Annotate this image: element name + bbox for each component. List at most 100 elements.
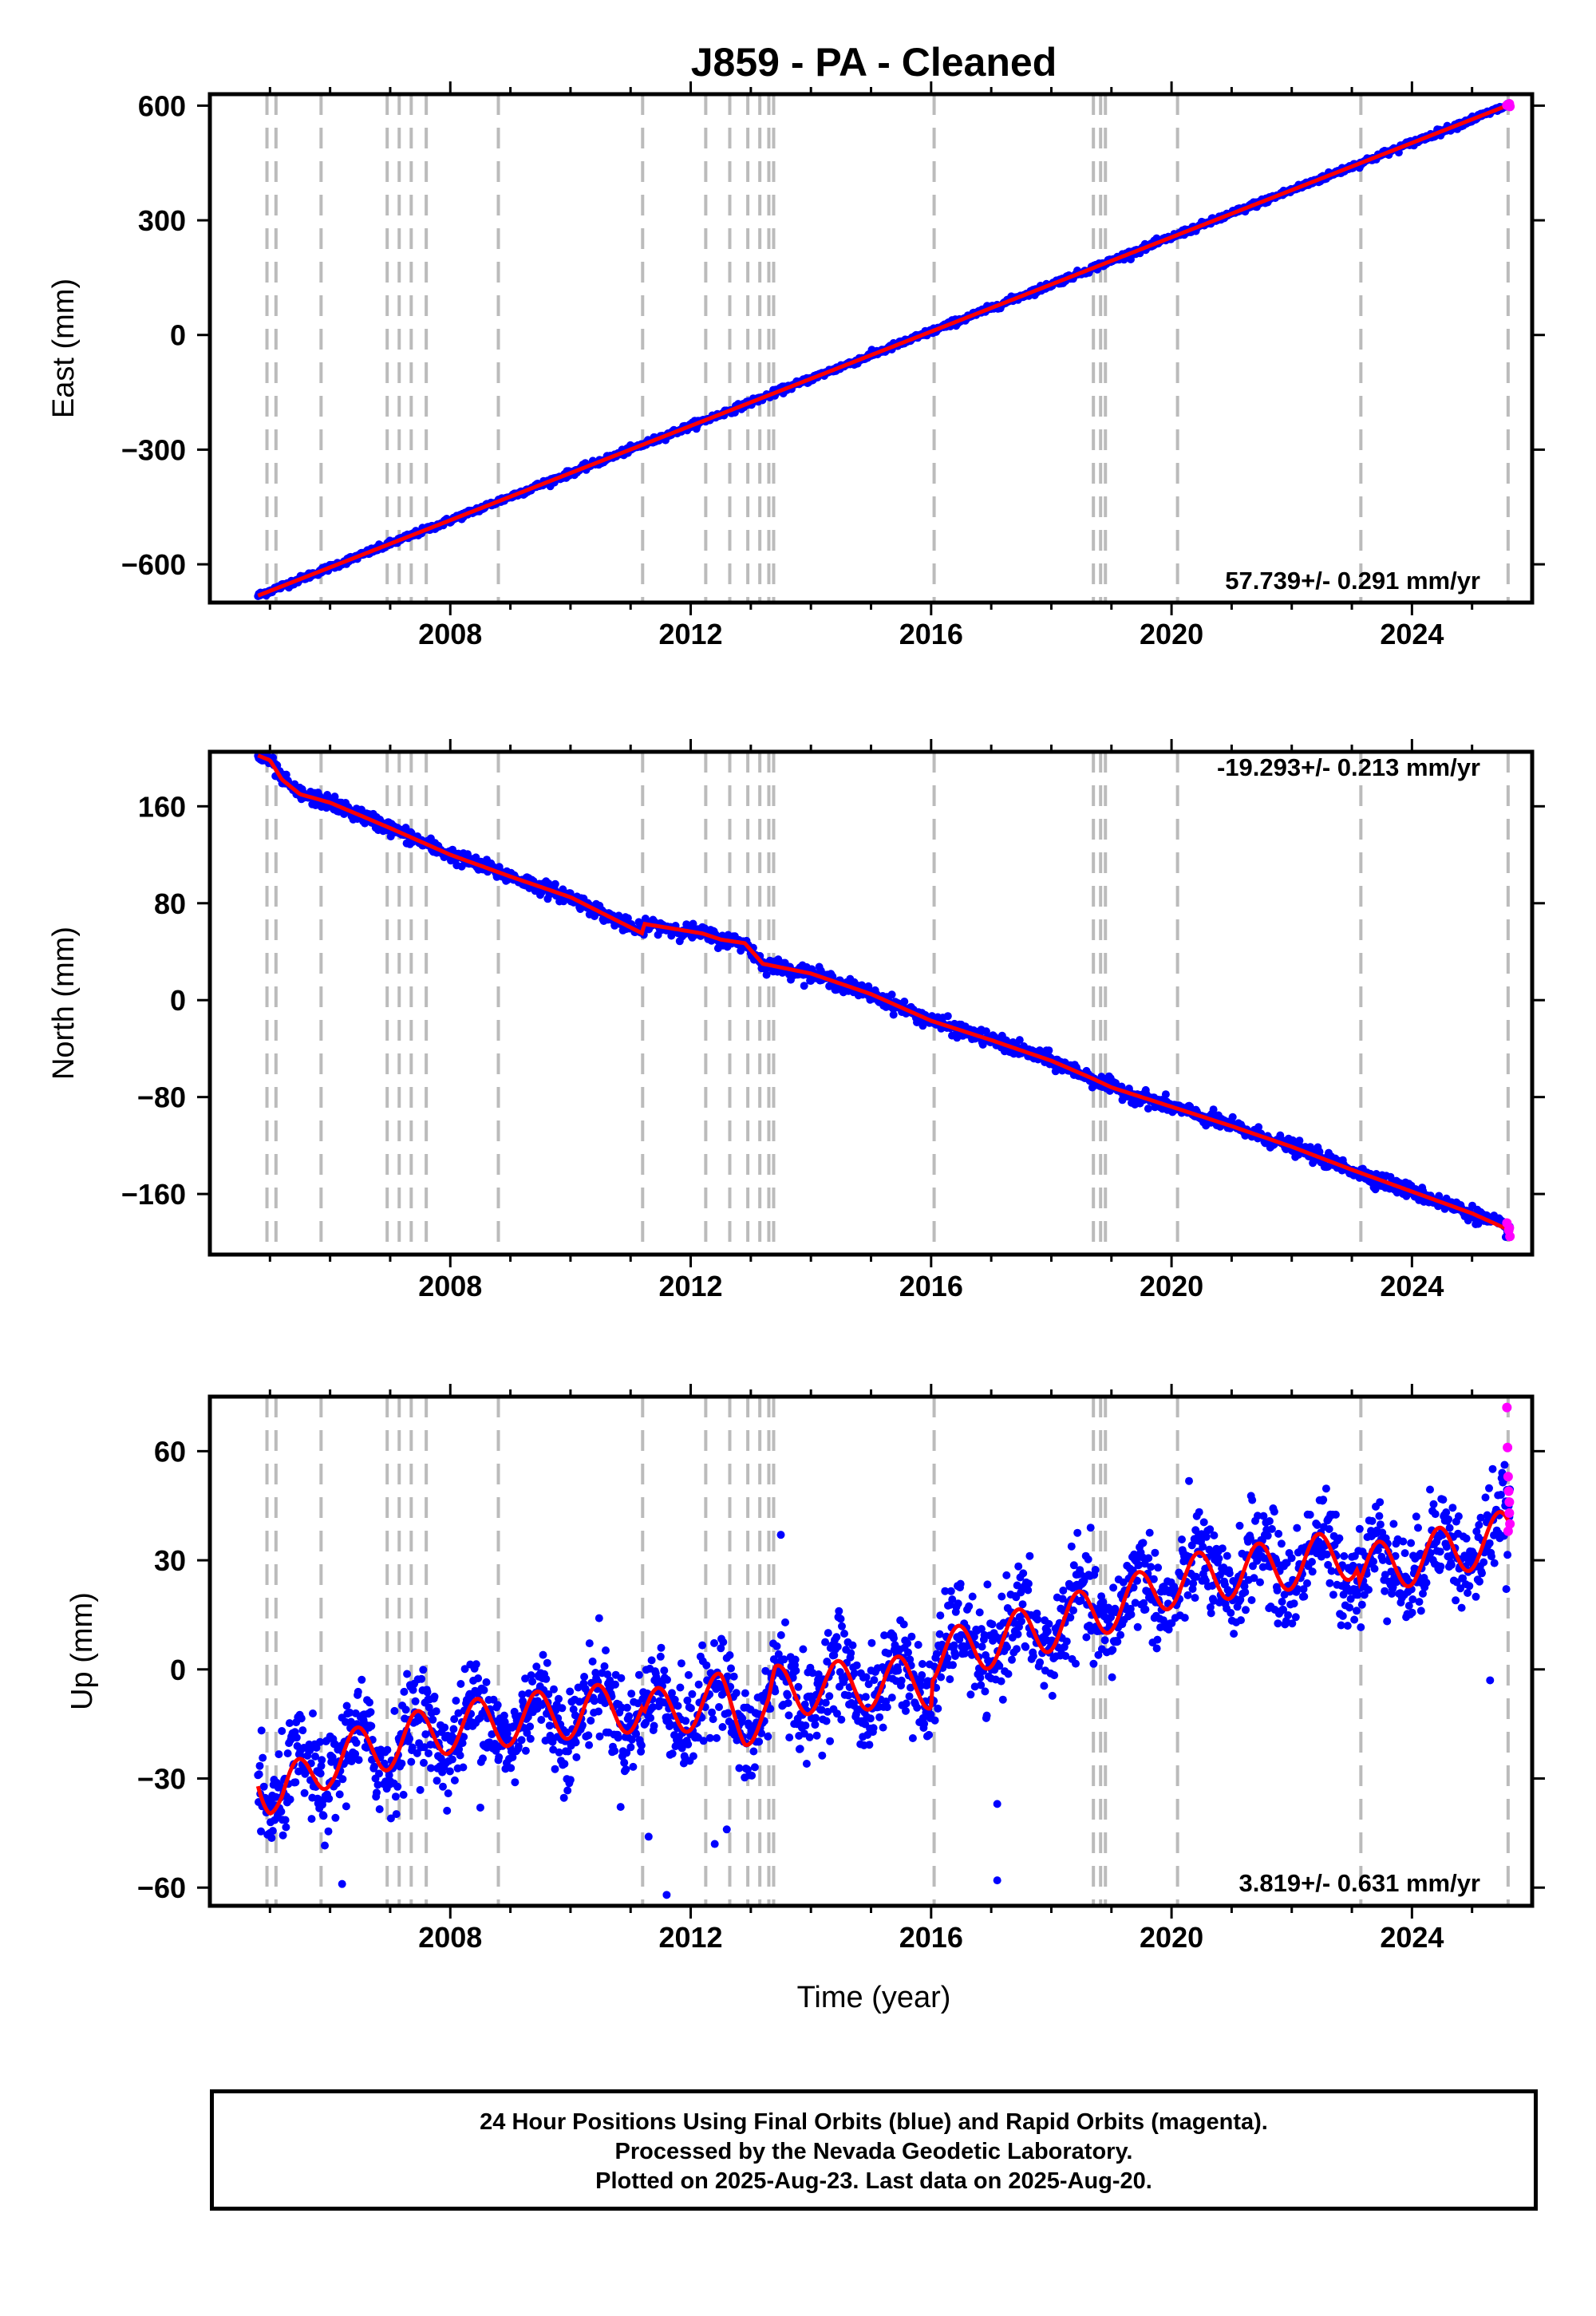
data-point (1294, 1585, 1302, 1594)
final-orbit-points (254, 752, 1515, 1241)
data-point (821, 1638, 830, 1646)
data-point (861, 1693, 870, 1701)
data-point (332, 1779, 341, 1788)
data-point (292, 1733, 301, 1742)
data-point (725, 1651, 734, 1659)
data-point (997, 1677, 1005, 1686)
data-point (517, 1736, 526, 1745)
data-point (518, 1690, 527, 1699)
data-point (1218, 1544, 1227, 1553)
data-point (1227, 1609, 1235, 1617)
data-point (563, 1786, 572, 1795)
data-point (1199, 1518, 1208, 1527)
data-point (279, 1831, 287, 1840)
data-point (338, 1775, 347, 1784)
data-point (785, 1733, 794, 1742)
data-point (365, 1698, 373, 1707)
data-point (551, 879, 559, 888)
data-point (663, 1675, 671, 1684)
data-point (757, 1729, 766, 1737)
data-point (558, 1704, 567, 1713)
data-point (699, 1737, 708, 1745)
data-point (925, 1730, 934, 1739)
data-point (1293, 1524, 1302, 1532)
data-point (1274, 1619, 1282, 1628)
data-point (698, 1641, 707, 1650)
data-point (1029, 1652, 1037, 1661)
data-point (433, 1777, 441, 1785)
data-point (766, 1705, 775, 1713)
data-point (1282, 1559, 1291, 1567)
data-point (392, 1810, 401, 1819)
rapid-point (1505, 101, 1515, 112)
data-point (411, 1697, 420, 1705)
data-point (718, 1723, 727, 1731)
data-point (595, 1707, 602, 1716)
data-point (544, 1690, 553, 1698)
data-point (514, 1742, 523, 1751)
data-point (894, 1666, 903, 1675)
data-point (870, 1676, 879, 1685)
data-point (1003, 1643, 1011, 1652)
data-point (784, 1699, 792, 1707)
data-point (1230, 1630, 1238, 1638)
data-point (423, 1688, 432, 1697)
y-axis-label: North (mm) (47, 927, 81, 1080)
data-point (1267, 1524, 1276, 1533)
data-point (677, 1659, 685, 1668)
data-point (1025, 1551, 1034, 1560)
data-point (354, 1687, 362, 1696)
data-point (823, 1658, 832, 1666)
data-point (585, 1639, 594, 1648)
data-point (1043, 1627, 1052, 1636)
data-point (875, 1713, 884, 1721)
data-point (998, 1695, 1007, 1704)
data-point (702, 1661, 711, 1670)
data-point (1180, 1614, 1189, 1622)
data-point (982, 1027, 990, 1036)
data-point (602, 1646, 610, 1654)
data-point (1206, 1603, 1215, 1611)
data-point (719, 1638, 728, 1646)
data-point (847, 1649, 855, 1658)
data-point (708, 1708, 717, 1717)
y-tick-label: −600 (121, 548, 186, 581)
data-point (507, 1764, 516, 1773)
data-point (686, 1704, 695, 1713)
data-point (283, 1749, 292, 1757)
data-point (528, 1678, 537, 1686)
data-point (812, 1713, 820, 1722)
data-point (670, 1695, 679, 1704)
data-point (257, 1726, 266, 1735)
data-point (943, 1654, 952, 1662)
data-point (595, 1614, 603, 1622)
data-point (459, 1763, 468, 1772)
data-point (386, 1814, 395, 1823)
data-point (408, 1743, 417, 1752)
rapid-orbit-points (1502, 1218, 1515, 1242)
data-point (1195, 1508, 1203, 1516)
data-point (920, 1719, 929, 1728)
data-point (1277, 1539, 1286, 1548)
data-point (1161, 1090, 1170, 1099)
data-point (1082, 1633, 1091, 1642)
data-point (957, 1630, 966, 1639)
data-point (792, 1666, 800, 1675)
data-point (1033, 1615, 1042, 1624)
data-point (362, 1743, 371, 1752)
data-point (430, 1692, 439, 1701)
data-point (903, 1639, 912, 1648)
data-point (549, 1745, 558, 1754)
data-point (397, 1759, 406, 1768)
data-point (1066, 1613, 1075, 1622)
data-point (1270, 1508, 1278, 1516)
data-point (439, 1782, 447, 1791)
data-point (977, 1625, 986, 1634)
data-point (569, 1705, 578, 1713)
data-point (951, 1652, 959, 1660)
data-point (1040, 1682, 1049, 1690)
data-point (1099, 1598, 1108, 1607)
data-point (1045, 1046, 1053, 1055)
data-point (566, 1687, 575, 1696)
data-point (1100, 1636, 1109, 1645)
